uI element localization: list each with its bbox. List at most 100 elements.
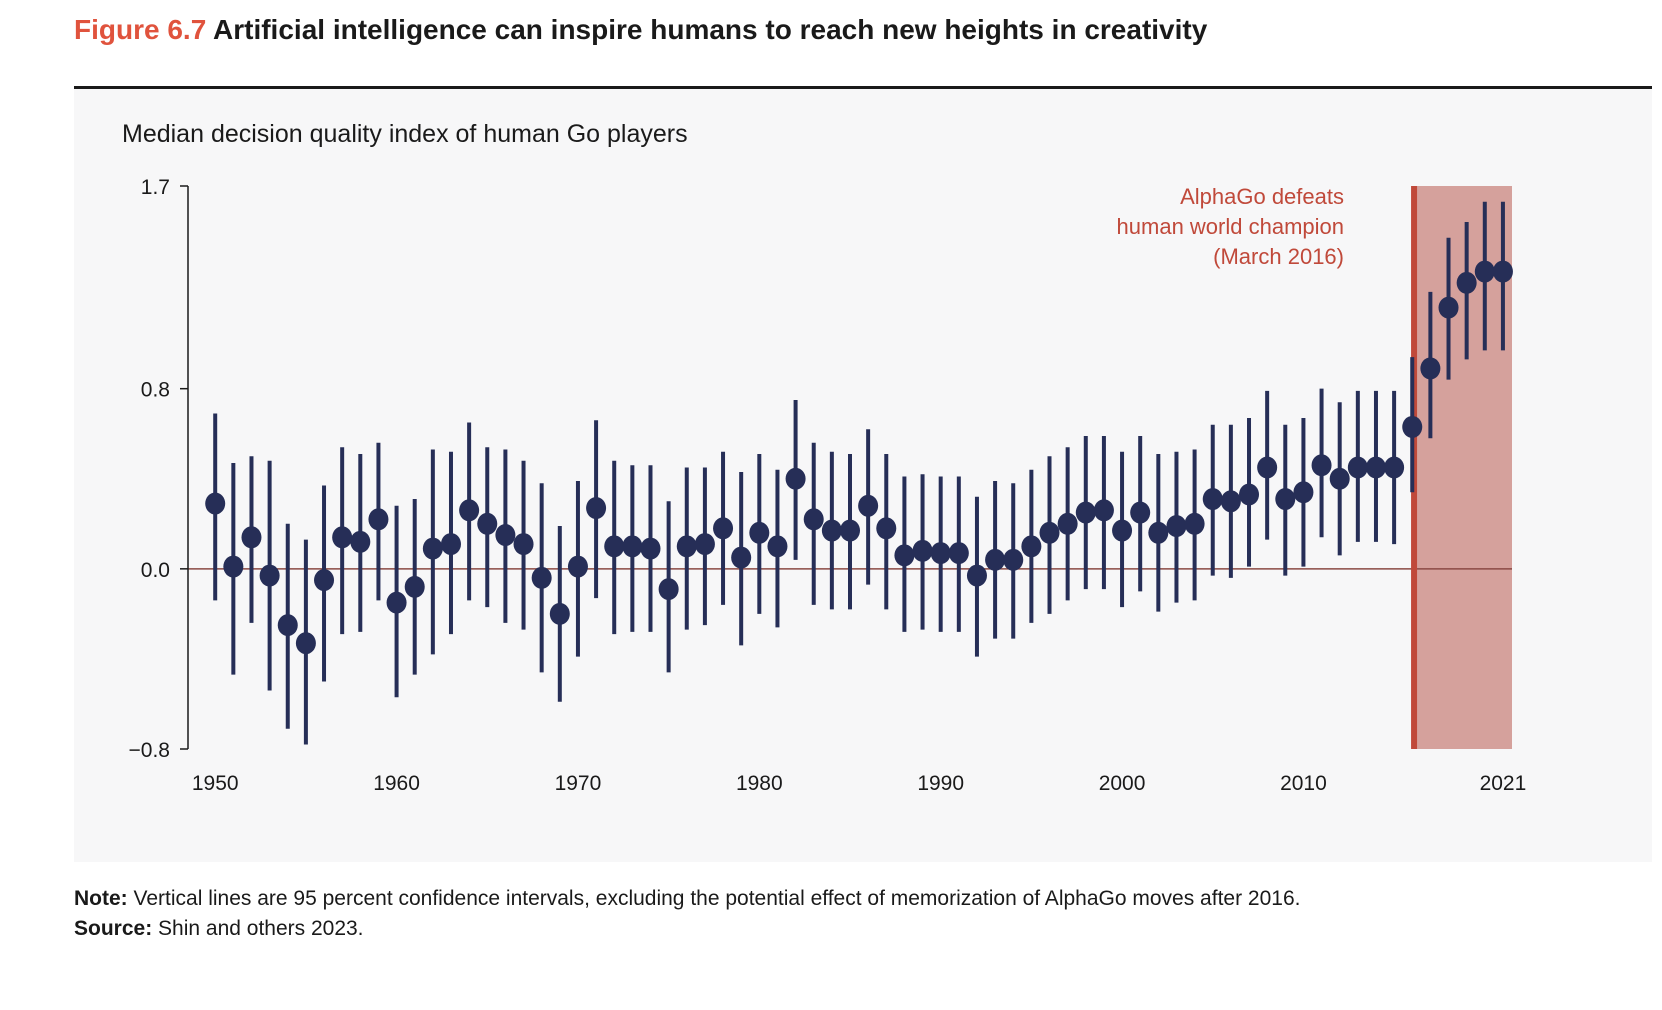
data-point [948, 542, 969, 565]
data-point [295, 632, 316, 655]
data-point [314, 569, 335, 592]
data-point [1311, 454, 1332, 477]
data-point [368, 508, 389, 531]
x-tick-label: 1990 [917, 772, 964, 795]
x-tick-label: 1960 [373, 772, 420, 795]
data-point [785, 467, 806, 490]
data-point [513, 533, 534, 556]
data-point [1239, 483, 1260, 506]
data-point [1184, 512, 1205, 535]
data-point [676, 535, 697, 558]
data-point [930, 542, 951, 565]
data-point [985, 548, 1006, 571]
note-line: Note: Vertical lines are 95 percent conf… [74, 884, 1300, 914]
y-tick-label: 1.7 [141, 176, 170, 199]
data-point [1438, 296, 1459, 319]
source-label: Source: [74, 917, 153, 940]
data-point [767, 535, 788, 558]
data-point [731, 546, 752, 569]
data-point [1293, 481, 1314, 504]
data-point [640, 537, 661, 560]
data-point [694, 533, 715, 556]
data-point [749, 521, 770, 544]
figure-title: Artificial intelligence can inspire huma… [213, 14, 1208, 45]
annotation-line: AlphaGo defeats [1180, 184, 1344, 209]
data-point [1039, 521, 1060, 544]
data-point [1003, 548, 1024, 571]
data-point [1075, 501, 1096, 524]
data-point [223, 555, 244, 578]
x-tick-label: 2000 [1099, 772, 1146, 795]
data-point [1365, 456, 1386, 479]
x-tick-label: 1950 [192, 772, 239, 795]
data-point [894, 544, 915, 567]
chart-svg: −0.8 0.0 0.8 1.7 1950 1960 1970 1980 1990 2000 201… [129, 176, 1527, 795]
data-point [1148, 521, 1169, 544]
data-point [586, 497, 607, 520]
data-point [1384, 456, 1405, 479]
x-tick-label: 2010 [1280, 772, 1327, 795]
data-point [1420, 357, 1441, 380]
data-point [1202, 488, 1223, 511]
data-point [1456, 271, 1477, 294]
data-point [622, 535, 643, 558]
data-point [1093, 499, 1114, 522]
data-point [440, 533, 461, 556]
figure-number: Figure 6.7 [74, 14, 207, 45]
data-point [422, 537, 443, 560]
data-point [350, 530, 371, 553]
data-point [549, 602, 570, 625]
annotation-line: (March 2016) [1213, 244, 1344, 269]
data-point [386, 591, 407, 614]
data-point [1275, 488, 1296, 511]
annotation-line: human world champion [1117, 214, 1344, 239]
y-tick-label: 0.8 [141, 379, 170, 402]
data-point [277, 614, 298, 637]
data-point [1347, 456, 1368, 479]
data-point [840, 519, 860, 542]
data-point [477, 512, 498, 535]
data-point [803, 508, 824, 531]
data-point [259, 564, 280, 587]
data-point [241, 526, 262, 549]
source-line: Source: Shin and others 2023. [74, 914, 1300, 944]
data-point [966, 564, 987, 587]
note-text: Vertical lines are 95 percent confidence… [127, 887, 1301, 910]
data-point [1474, 260, 1495, 283]
data-point [1220, 490, 1241, 513]
data-point [567, 555, 588, 578]
data-point [713, 517, 734, 540]
data-point [459, 499, 480, 522]
x-tick-label: 2021 [1480, 772, 1527, 795]
data-point [1166, 515, 1187, 538]
x-tick-label: 1980 [736, 772, 783, 795]
data-point [1130, 501, 1151, 524]
data-point [604, 535, 625, 558]
y-tick-label: −0.8 [129, 739, 170, 762]
data-point [332, 526, 353, 549]
header-rule [74, 86, 1652, 89]
data-point [404, 575, 425, 598]
data-point [1329, 467, 1350, 490]
data-point [531, 566, 552, 589]
data-point [1402, 415, 1423, 438]
x-tick-label: 1970 [555, 772, 602, 795]
data-point [658, 578, 679, 601]
data-point [1112, 519, 1133, 542]
data-point [1021, 535, 1042, 558]
figure-notes: Note: Vertical lines are 95 percent conf… [74, 884, 1300, 944]
data-point [858, 494, 879, 517]
note-label: Note: [74, 887, 128, 910]
y-tick-label: 0.0 [141, 559, 170, 582]
figure-header: Figure 6.7 Artificial intelligence can i… [74, 14, 1207, 46]
data-point [1257, 456, 1278, 479]
data-point [876, 517, 897, 540]
data-point [205, 492, 226, 515]
data-point [912, 539, 933, 562]
chart-title: Median decision quality index of human G… [122, 120, 688, 148]
data-point [1492, 260, 1513, 283]
source-text: Shin and others 2023. [152, 917, 364, 940]
data-point [1057, 512, 1078, 535]
data-point [495, 524, 516, 547]
data-point [821, 519, 842, 542]
